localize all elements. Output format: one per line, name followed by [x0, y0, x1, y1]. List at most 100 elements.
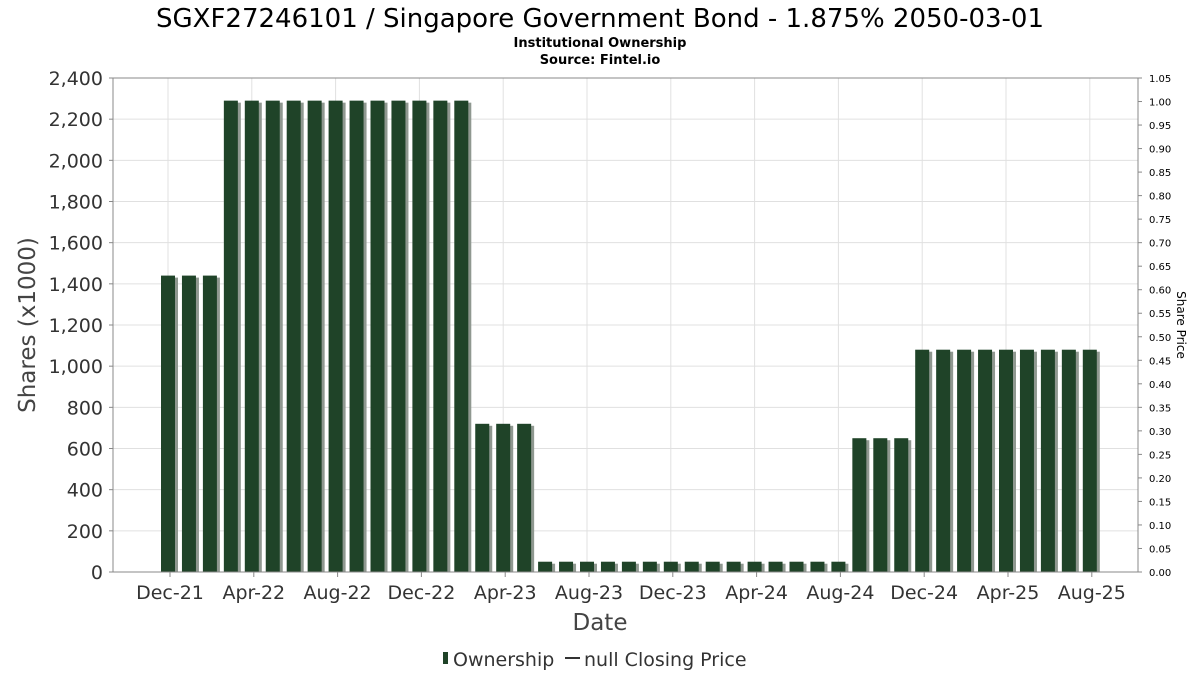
x-tick-label: Aug-25 [1058, 582, 1126, 604]
y2-tick-label: 0.30 [1149, 427, 1171, 438]
y-tick-label: 1,600 [49, 233, 103, 255]
y-tick-label: 600 [67, 439, 103, 461]
y2-tick-label: 0.95 [1149, 121, 1171, 132]
legend-ownership-label: Ownership [453, 649, 554, 671]
bars [161, 100, 1100, 573]
y2-tick-label: 0.40 [1149, 380, 1171, 391]
y-tick-label: 0 [91, 562, 103, 584]
ownership-bar [831, 561, 846, 572]
ownership-bar [223, 100, 238, 573]
ownership-bar [370, 100, 385, 573]
ownership-bar [747, 561, 762, 572]
y-tick-label: 1,400 [49, 274, 103, 296]
ownership-bar [391, 100, 406, 573]
chart-title: SGXF27246101 / Singapore Government Bond… [156, 4, 1044, 34]
legend: Ownership null Closing Price [443, 649, 747, 671]
ownership-bar [999, 349, 1013, 572]
ownership-bar [978, 349, 993, 572]
y-axis-ticks: 0 200 400 600 800 1,000 1,200 1,400 1,600 1,800 2,… [49, 68, 113, 584]
ownership-bar [726, 561, 741, 572]
ownership-bar [244, 100, 259, 573]
x-tick-label: Dec-21 [136, 582, 204, 604]
y2-axis-ticks: 0.00 0.05 0.10 0.15 0.20 0.25 0.30 0.35 0.40 0.45… [1138, 74, 1171, 579]
y2-tick-label: 0.85 [1149, 168, 1171, 179]
y2-tick-label: 0.55 [1149, 309, 1171, 320]
ownership-bar [286, 100, 301, 573]
y2-tick-label: 0.50 [1149, 333, 1171, 344]
ownership-bar [621, 561, 636, 572]
y-tick-label: 800 [67, 397, 103, 419]
y2-tick-label: 0.25 [1149, 450, 1171, 461]
y-tick-label: 2,400 [49, 68, 103, 90]
y2-tick-label: 0.45 [1149, 356, 1171, 367]
ownership-bar [642, 561, 657, 572]
y2-tick-label: 0.35 [1149, 403, 1171, 414]
x-tick-label: Dec-22 [387, 582, 455, 604]
y-tick-label: 2,000 [49, 150, 103, 172]
ownership-bar [307, 100, 322, 573]
y-tick-label: 1,200 [49, 315, 103, 337]
y-tick-label: 400 [67, 480, 103, 502]
ownership-bar [705, 561, 720, 572]
x-tick-label: Dec-24 [890, 582, 958, 604]
ownership-bar [517, 423, 532, 572]
y2-tick-label: 0.05 [1149, 544, 1171, 555]
ownership-bar [454, 100, 469, 573]
ownership-bar [202, 275, 217, 572]
legend-ownership-swatch [443, 652, 448, 664]
y2-tick-label: 0.90 [1149, 145, 1171, 156]
x-axis-label: Date [573, 610, 628, 636]
ownership-bar [161, 275, 175, 572]
y2-tick-label: 0.60 [1149, 286, 1171, 297]
ownership-bar [768, 561, 783, 572]
ownership-bar [1019, 349, 1034, 572]
y-tick-label: 1,000 [49, 356, 103, 378]
y2-tick-label: 0.20 [1149, 474, 1171, 485]
ownership-bar [957, 349, 972, 572]
chart-subtitle: Institutional Ownership [514, 36, 687, 51]
ownership-bar [181, 275, 196, 572]
x-tick-label: Apr-22 [222, 582, 285, 604]
ownership-bar [538, 561, 553, 572]
ownership-bar [810, 561, 825, 572]
ownership-bar [894, 438, 909, 572]
x-axis-ticks: Dec-21 Apr-22 Aug-22 Dec-22 Apr-23 Aug-23 Dec-… [136, 572, 1126, 604]
ownership-bar [663, 561, 678, 572]
ownership-bar [936, 349, 951, 572]
x-tick-label: Dec-23 [639, 582, 707, 604]
ownership-bar [915, 349, 930, 572]
x-tick-label: Aug-22 [304, 582, 372, 604]
x-tick-label: Aug-23 [555, 582, 623, 604]
y2-tick-label: 1.00 [1149, 98, 1171, 109]
x-tick-label: Apr-25 [977, 582, 1040, 604]
y-tick-label: 1,800 [49, 192, 103, 214]
y2-tick-label: 0.10 [1149, 521, 1171, 532]
ownership-bar [852, 438, 867, 572]
y2-tick-label: 0.15 [1149, 497, 1171, 508]
ownership-bar [412, 100, 427, 573]
y-tick-label: 200 [67, 521, 103, 543]
y2-tick-label: 0.65 [1149, 262, 1171, 273]
ownership-bar [475, 423, 490, 572]
ownership-bar [873, 438, 888, 572]
ownership-bar [1061, 349, 1076, 572]
ownership-bar [559, 561, 574, 572]
x-tick-label: Apr-23 [474, 582, 537, 604]
ownership-bar [684, 561, 699, 572]
y-axis-label: Shares (x1000) [15, 237, 41, 413]
y2-tick-label: 0.80 [1149, 192, 1171, 203]
y2-axis-label: Share Price [1174, 291, 1188, 359]
y2-tick-label: 0.70 [1149, 239, 1171, 250]
ownership-bar [600, 561, 615, 572]
y2-tick-label: 1.05 [1149, 74, 1171, 85]
legend-closing-price-label: null Closing Price [584, 649, 747, 671]
x-tick-label: Aug-24 [806, 582, 874, 604]
ownership-bar [496, 423, 511, 572]
ownership-bar [1082, 349, 1097, 572]
ownership-bar [433, 100, 448, 573]
y-tick-label: 2,200 [49, 109, 103, 131]
ownership-bar [1040, 349, 1055, 572]
y2-tick-label: 0.75 [1149, 215, 1171, 226]
ownership-bar [328, 100, 343, 573]
